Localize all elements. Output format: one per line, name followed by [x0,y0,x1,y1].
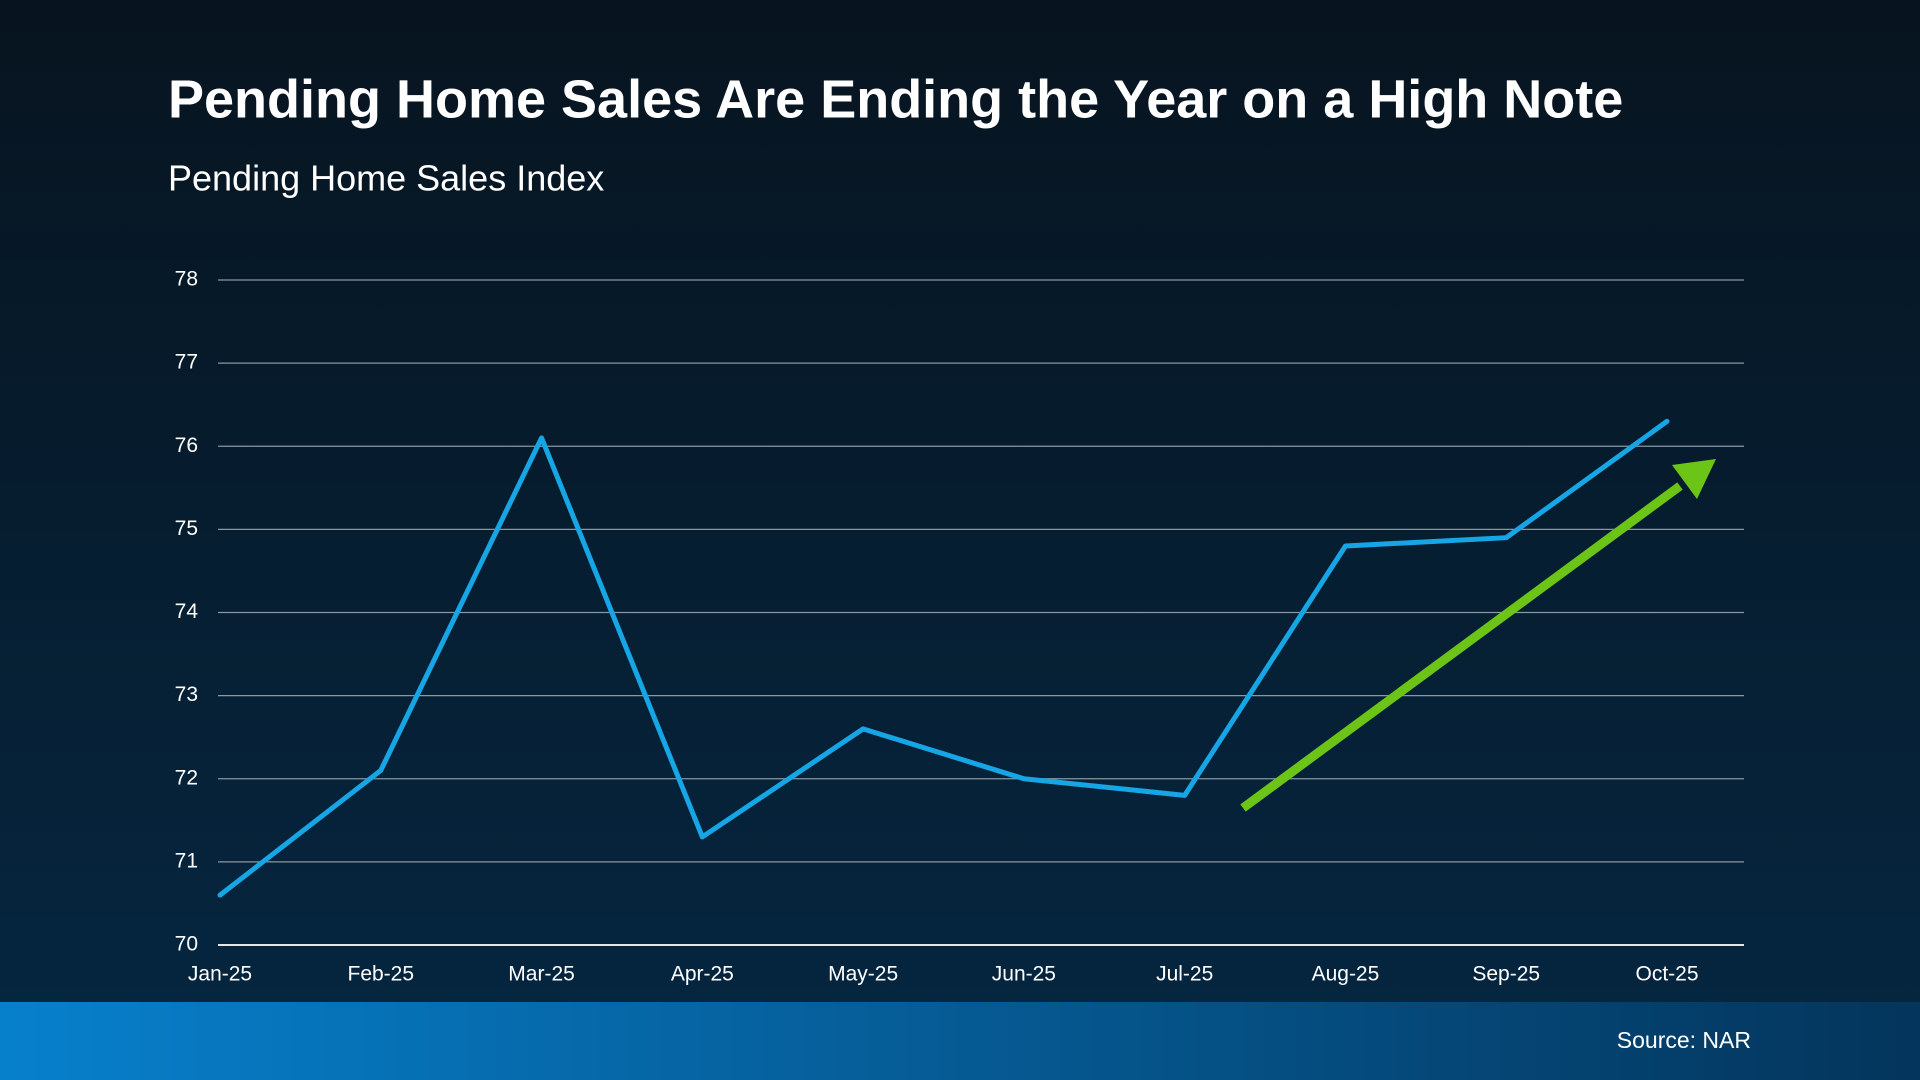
y-tick-label: 75 [175,517,198,540]
x-tick-label: Sep-25 [1472,963,1540,986]
trend-arrow [1240,459,1716,812]
x-tick-label: Aug-25 [1312,963,1380,986]
chart-subtitle: Pending Home Sales Index [168,158,604,199]
y-tick-label: 72 [175,766,198,789]
x-tick-label: May-25 [828,963,898,986]
footer-band [0,1002,1920,1080]
x-tick-label: Feb-25 [348,963,415,986]
y-tick-label: 70 [175,933,198,956]
x-tick-label: Mar-25 [508,963,575,986]
data-line [217,418,1670,898]
x-tick-label: Jun-25 [992,963,1056,986]
y-tick-label: 76 [175,434,198,457]
y-tick-label: 78 [175,268,198,291]
y-tick-label: 77 [175,351,198,374]
source: Source: NAR [1617,1027,1751,1053]
x-tick-label: Oct-25 [1635,963,1698,986]
arrow-shaft [1240,482,1683,812]
y-tick-label: 74 [175,600,199,623]
plot-area: 70 71 72 73 74 75 76 77 78 Jan-25 Feb-25 Mar-25 Apr-… [175,268,1744,986]
chart-title: Pending Home Sales Are Ending the Year o… [168,69,1623,129]
arrow-head [1672,459,1716,499]
y-tick-label: 71 [175,849,198,872]
x-tick-label: Jan-25 [188,963,252,986]
y-tick-label: 73 [175,683,198,706]
x-tick-label: Jul-25 [1156,963,1213,986]
x-tick-label: Apr-25 [671,963,734,986]
